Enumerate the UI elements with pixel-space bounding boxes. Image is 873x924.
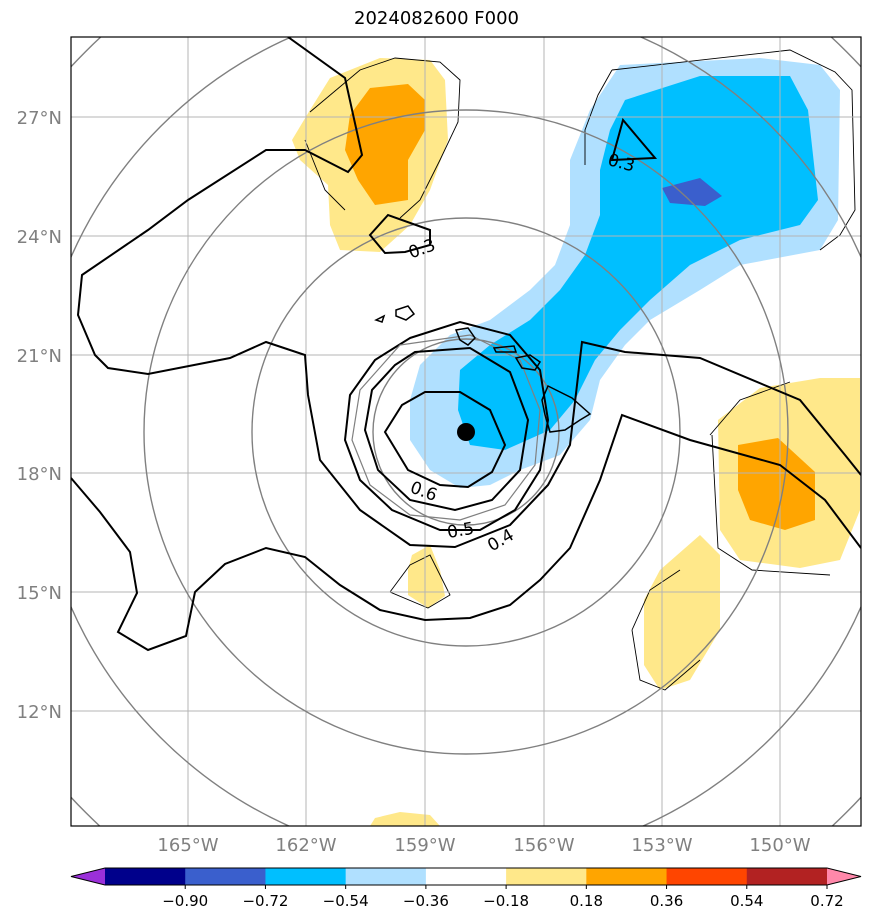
colorbar-segment	[506, 868, 587, 885]
colorbar-tick-label: 0.54	[730, 892, 763, 910]
lon-tick-label: 162°W	[275, 835, 336, 856]
island-niihau	[374, 314, 386, 323]
storm-center-marker	[457, 423, 475, 441]
contour-labels: 0.3 0.3 0.6 0.5 0.4	[406, 150, 637, 556]
colorbar-tick-label: −0.72	[242, 892, 288, 910]
lon-tick-label: 153°W	[631, 835, 692, 856]
axes-frame	[70, 36, 862, 827]
colorbar-segment	[586, 868, 668, 885]
colorbar-extend-low	[71, 868, 105, 885]
island-maui	[514, 354, 542, 371]
contour-lines	[71, 37, 861, 652]
colorbar-segment	[425, 868, 507, 885]
lat-tick-label: 15°N	[17, 583, 62, 604]
negative-anomaly-strong	[662, 178, 722, 206]
positive-anomaly-east-strong	[738, 438, 815, 530]
lon-tick-label: 159°W	[394, 835, 455, 856]
contour-0.3-nw	[368, 213, 431, 255]
colorbar-segment	[345, 868, 427, 885]
contour-0.3-west	[71, 413, 861, 652]
lat-tick-label: 18°N	[17, 464, 62, 485]
colorbar-segment	[185, 868, 266, 885]
colorbar-segment	[746, 868, 828, 885]
colorbar-tick-label: −0.18	[483, 892, 529, 910]
gridlines	[71, 37, 861, 826]
contour-label: 0.3	[406, 235, 438, 263]
positive-anomaly-south	[408, 545, 445, 608]
island-kauai	[395, 305, 416, 321]
colorbar: −0.90 −0.72 −0.54 −0.36 −0.18 0.18 0.36 0.54 0.7…	[70, 867, 862, 910]
colorbar-outline	[70, 867, 862, 886]
lat-tick-label: 24°N	[17, 227, 62, 248]
colorbar-segment	[105, 868, 186, 885]
lat-tick-label: 12°N	[17, 702, 62, 723]
positive-anomaly-bottom	[370, 812, 440, 826]
colorbar-tick-label: −0.90	[162, 892, 208, 910]
colorbar-tick-label: 0.18	[570, 892, 603, 910]
lon-tick-label: 150°W	[749, 835, 810, 856]
map-title: 2024082600 F000	[354, 8, 519, 29]
contour-0.3-north	[76, 37, 861, 549]
contour-0.6	[383, 391, 507, 489]
colorbar-tick-label: −0.36	[403, 892, 449, 910]
contour-label: 0.5	[446, 519, 476, 543]
positive-anomaly-nw-strong	[345, 84, 425, 205]
positive-anomaly-se	[644, 535, 720, 690]
contour-0.5	[363, 346, 530, 512]
lat-ticks: 27°N 24°N 21°N 18°N 15°N 12°N	[17, 108, 62, 723]
island-molokai	[492, 345, 518, 353]
lon-tick-label: 156°W	[513, 835, 574, 856]
island-hawaii	[541, 384, 592, 433]
colorbar-segment	[666, 868, 748, 885]
colorbar-extend-high	[827, 868, 861, 885]
coastlines	[374, 305, 592, 433]
island-oahu	[454, 327, 476, 346]
contour-label: 0.4	[484, 525, 517, 556]
lon-ticks: 165°W 162°W 159°W 156°W 153°W 150°W	[157, 835, 810, 856]
colorbar-tick-label: 0.36	[650, 892, 683, 910]
negative-anomaly-medium	[458, 76, 818, 450]
contour-0.3-ne	[610, 117, 658, 162]
lat-tick-label: 21°N	[17, 346, 62, 367]
colorbar-segment	[265, 868, 347, 885]
colorbar-tick-label: 0.72	[810, 892, 843, 910]
lat-tick-label: 27°N	[17, 108, 62, 129]
colorbar-tick-label: −0.54	[323, 892, 369, 910]
lon-tick-label: 165°W	[157, 835, 218, 856]
contour-0.4	[343, 320, 550, 531]
